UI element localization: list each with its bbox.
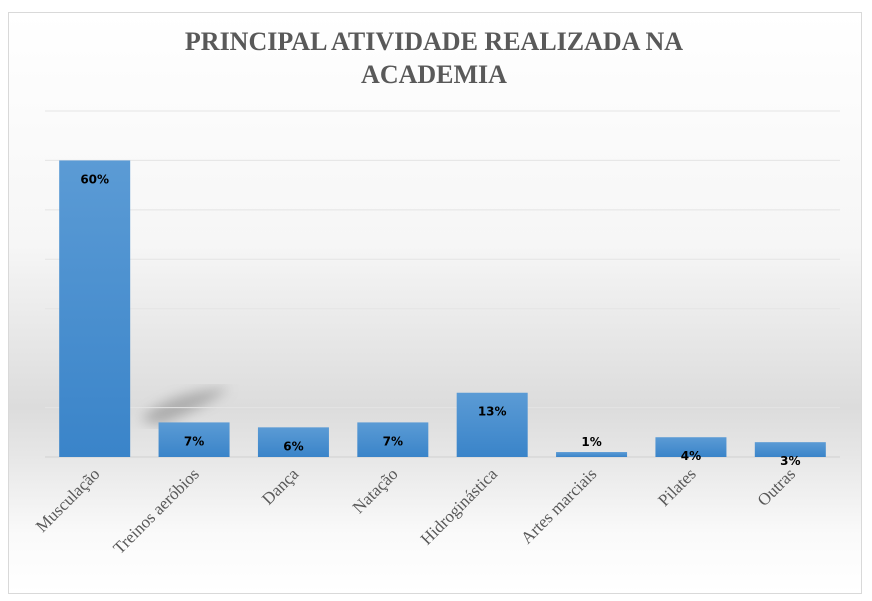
data-label: 3% [780, 454, 800, 468]
chart-title-line-2: ACADEMIA [361, 60, 507, 89]
bar-3 [357, 422, 429, 457]
bar-shadow [140, 388, 230, 425]
category-label: Musculação [32, 464, 104, 536]
category-label: Artes marciais [517, 464, 600, 547]
bar-7 [754, 442, 826, 457]
category-label: Outras [754, 464, 799, 509]
data-label: 4% [681, 449, 701, 463]
bar-4 [456, 392, 528, 457]
bar-0 [59, 160, 131, 457]
bar-2 [257, 427, 329, 457]
bar-5 [556, 452, 628, 457]
category-label: Hidroginástica [417, 464, 502, 549]
data-label: 7% [184, 434, 204, 448]
chart-title-line-1: PRINCIPAL ATIVIDADE REALIZADA NA [185, 27, 683, 56]
bar-6 [655, 437, 727, 457]
chart-area [8, 12, 862, 594]
category-label: Dança [258, 464, 302, 508]
data-label: 13% [478, 405, 507, 419]
data-label: 1% [581, 435, 601, 449]
category-label: Pilates [654, 464, 699, 509]
data-label: 7% [383, 434, 403, 448]
data-label: 60% [80, 172, 109, 186]
data-label: 6% [283, 439, 303, 453]
bar-1 [158, 422, 230, 457]
category-label: Treinos aeróbios [109, 464, 202, 557]
category-label: Natação [349, 464, 402, 517]
